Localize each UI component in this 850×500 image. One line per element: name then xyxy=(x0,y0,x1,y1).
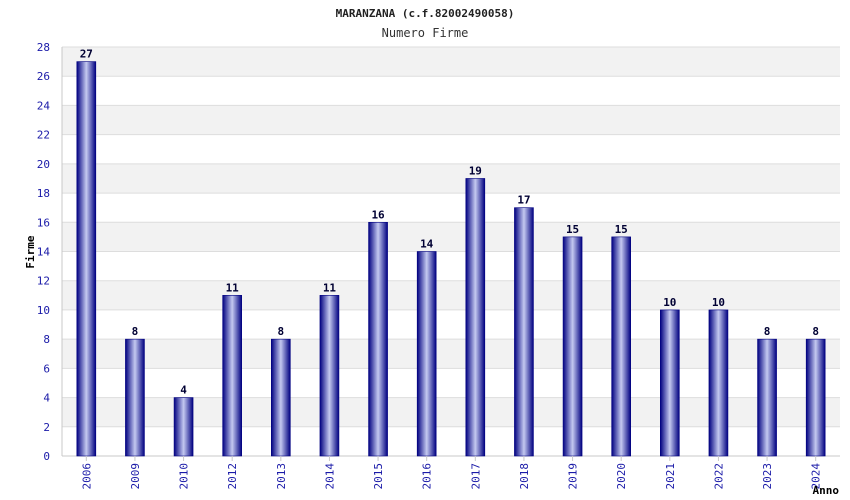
bar-2010 xyxy=(173,397,194,457)
y-tick-label: 16 xyxy=(37,216,50,229)
x-tick-label-2023: 2023 xyxy=(761,463,774,490)
bar-2023 xyxy=(757,338,777,457)
value-label-2017: 19 xyxy=(469,164,482,177)
value-label-2012: 11 xyxy=(226,281,240,294)
x-tick-label-2014: 2014 xyxy=(323,463,336,490)
value-label-2023: 8 xyxy=(764,325,771,338)
grid-band xyxy=(62,105,840,135)
value-label-2006: 27 xyxy=(80,48,93,61)
value-label-2013: 8 xyxy=(278,325,285,338)
value-label-2015: 16 xyxy=(371,208,385,221)
x-tick-label-2019: 2019 xyxy=(567,463,580,490)
chart-title: MARANZANA (c.f.82002490058) xyxy=(336,7,515,20)
value-label-2009: 8 xyxy=(132,325,139,338)
value-label-2018: 17 xyxy=(517,194,530,207)
value-label-2024: 8 xyxy=(812,325,819,338)
y-tick-label: 26 xyxy=(37,70,50,83)
x-tick-label-2009: 2009 xyxy=(129,463,142,490)
bar-2020 xyxy=(611,236,631,457)
bar-2013 xyxy=(271,338,291,457)
value-labels: 27 8 4 11 8 11 16 14 19 17 15 15 10 10 8 8 xyxy=(80,48,819,397)
y-tick-label: 8 xyxy=(43,333,50,346)
bar-2017 xyxy=(465,178,486,457)
bar-2021 xyxy=(660,309,680,457)
y-tick-label: 24 xyxy=(37,99,51,112)
y-tick-label: 4 xyxy=(43,392,50,405)
value-label-2019: 15 xyxy=(566,223,579,236)
x-tick-labels: 2006 2009 2010 2012 2013 2014 2015 2016 2017 2018… xyxy=(80,456,823,490)
x-tick-label-2016: 2016 xyxy=(421,463,434,490)
bar-2015 xyxy=(368,221,388,457)
bar-2019 xyxy=(562,236,583,457)
x-tick-label-2022: 2022 xyxy=(712,463,725,490)
grid-band xyxy=(62,222,840,252)
x-tick-label-2006: 2006 xyxy=(80,463,93,490)
value-label-2021: 10 xyxy=(663,296,676,309)
x-tick-label-2010: 2010 xyxy=(178,463,191,490)
y-tick-label: 18 xyxy=(37,187,50,200)
bar-2012 xyxy=(222,295,242,457)
y-tick-label: 10 xyxy=(37,304,50,317)
bars xyxy=(76,61,826,457)
x-tick-label-2017: 2017 xyxy=(469,463,482,490)
y-tick-label: 28 xyxy=(37,41,50,54)
bar-2024 xyxy=(805,338,826,457)
bar-2009 xyxy=(125,338,145,457)
bar-2022 xyxy=(708,309,729,457)
bar-2014 xyxy=(319,295,340,457)
x-tick-label-2018: 2018 xyxy=(518,463,531,490)
x-tick-label-2015: 2015 xyxy=(372,463,385,490)
x-tick-label-2012: 2012 xyxy=(226,463,239,490)
grid-band xyxy=(62,47,840,77)
x-tick-label-2020: 2020 xyxy=(615,463,628,490)
grid-band xyxy=(62,163,840,194)
y-tick-label: 0 xyxy=(43,450,50,463)
value-label-2016: 14 xyxy=(420,238,434,251)
bar-2006 xyxy=(76,61,97,457)
value-label-2014: 11 xyxy=(323,281,337,294)
grid-band xyxy=(62,280,840,310)
x-tick-label-2013: 2013 xyxy=(275,463,288,490)
bar-2018 xyxy=(514,207,534,457)
value-label-2020: 15 xyxy=(615,223,628,236)
y-tick-label: 6 xyxy=(43,362,50,375)
chart-subtitle: Numero Firme xyxy=(382,26,469,40)
y-tick-label: 2 xyxy=(43,421,50,434)
value-label-2010: 4 xyxy=(180,384,187,397)
y-tick-label: 14 xyxy=(37,246,51,259)
bar-2016 xyxy=(416,251,437,457)
y-axis-title: Firme xyxy=(24,235,37,268)
x-axis-title: Anno xyxy=(813,484,840,497)
y-tick-label: 12 xyxy=(37,275,50,288)
x-tick-label-2024: 2024 xyxy=(810,463,823,490)
y-tick-label: 22 xyxy=(37,129,50,142)
x-tick-label-2021: 2021 xyxy=(664,463,677,490)
y-tick-label: 20 xyxy=(37,158,50,171)
value-label-2022: 10 xyxy=(712,296,725,309)
